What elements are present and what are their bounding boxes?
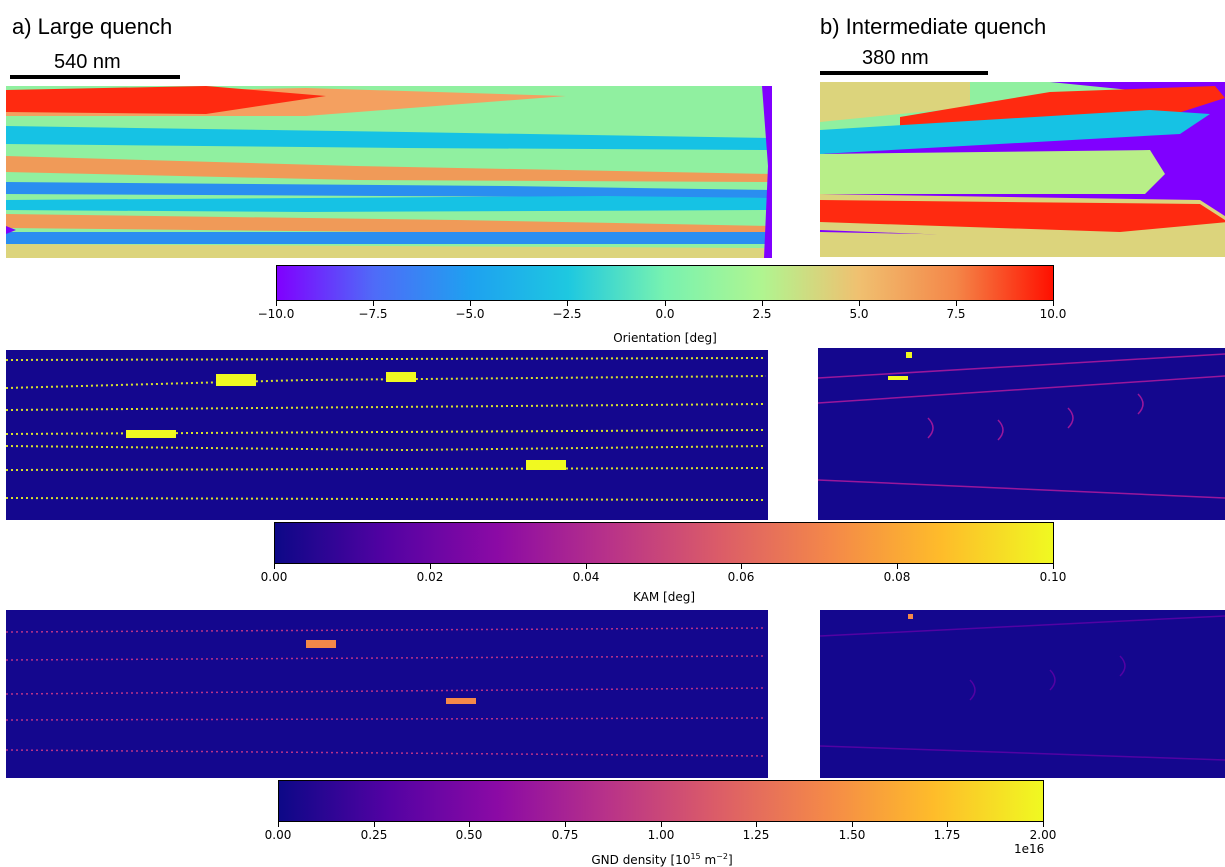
tick-label: 0.02 — [416, 570, 444, 584]
tick-label: −5.0 — [455, 307, 485, 321]
orientation-map-large-quench — [6, 86, 772, 258]
kam-map-large-quench — [6, 350, 768, 520]
tick-label: 1.75 — [933, 828, 961, 842]
gnd-colorbar-ticks: 0.00 0.25 0.50 0.75 1.00 1.25 1.50 1.75 2.00 — [265, 822, 1056, 846]
panel-a-title: a) Large quench — [12, 14, 173, 39]
tick-label: 5.0 — [849, 307, 869, 321]
tick-label: 1.25 — [742, 828, 770, 842]
tick-mark — [762, 301, 763, 306]
tick-mark — [897, 564, 898, 569]
tick-mark — [1053, 564, 1054, 569]
orientation-colorbar — [276, 265, 1054, 301]
tick-mark — [1043, 822, 1044, 827]
scale-bar-a — [10, 75, 180, 79]
tick-label: 0.0 — [655, 307, 675, 321]
orientation-map-intermediate-quench — [820, 82, 1225, 257]
tick-label: −10.0 — [257, 307, 295, 321]
tick-label: −2.5 — [552, 307, 582, 321]
tick-label: 0.10 — [1039, 570, 1067, 584]
tick-mark — [278, 822, 279, 827]
tick-label: 2.00 — [1029, 828, 1057, 842]
tick-mark — [373, 301, 374, 306]
kam-colorbar — [274, 522, 1054, 564]
orientation-colorbar-ticks: −10.0 −7.5 −5.0 −2.5 0.0 2.5 5.0 7.5 10.0 — [258, 301, 1066, 325]
tick-mark — [947, 822, 948, 827]
tick-mark — [586, 564, 587, 569]
tick-mark — [852, 822, 853, 827]
tick-mark — [565, 822, 566, 827]
gnd-colorbar-label: GND density [1015 m−2] — [591, 852, 733, 867]
tick-mark — [430, 564, 431, 569]
tick-label: 0.50 — [455, 828, 483, 842]
tick-label: 0.00 — [260, 570, 288, 584]
gnd-colorbar-offset: 1e16 — [1014, 842, 1045, 856]
kam-colorbar-label: KAM [deg] — [632, 590, 696, 604]
panel-b-title: b) Intermediate quench — [820, 14, 1047, 39]
scale-bar-a-label: 540 nm — [54, 51, 121, 73]
tick-label: 0.00 — [264, 828, 292, 842]
kam-colorbar-ticks: 0.00 0.02 0.04 0.06 0.08 0.10 — [261, 564, 1066, 588]
orientation-colorbar-label: Orientation [deg] — [613, 331, 717, 345]
tick-label: 10.0 — [1039, 307, 1067, 321]
tick-label: 1.50 — [838, 828, 866, 842]
tick-mark — [956, 301, 957, 306]
tick-mark — [470, 301, 471, 306]
tick-label: −7.5 — [358, 307, 388, 321]
tick-label: 7.5 — [946, 307, 966, 321]
scale-bar-b — [820, 71, 988, 75]
scale-bar-b-label: 380 nm — [862, 47, 929, 69]
tick-label: 1.00 — [647, 828, 675, 842]
tick-mark — [567, 301, 568, 306]
tick-label: 0.06 — [727, 570, 755, 584]
tick-label: 0.04 — [572, 570, 600, 584]
tick-mark — [665, 301, 666, 306]
tick-mark — [274, 564, 275, 569]
tick-mark — [276, 301, 277, 306]
tick-mark — [469, 822, 470, 827]
tick-label: 0.75 — [551, 828, 579, 842]
tick-label: 0.08 — [883, 570, 911, 584]
kam-map-intermediate-quench — [818, 348, 1225, 520]
gnd-map-large-quench — [6, 610, 768, 778]
tick-label: 0.25 — [360, 828, 388, 842]
tick-mark — [741, 564, 742, 569]
tick-mark — [661, 822, 662, 827]
tick-label: 2.5 — [752, 307, 772, 321]
tick-mark — [1053, 301, 1054, 306]
tick-mark — [374, 822, 375, 827]
tick-mark — [859, 301, 860, 306]
tick-mark — [756, 822, 757, 827]
gnd-colorbar — [278, 780, 1044, 822]
gnd-map-intermediate-quench — [820, 610, 1225, 778]
